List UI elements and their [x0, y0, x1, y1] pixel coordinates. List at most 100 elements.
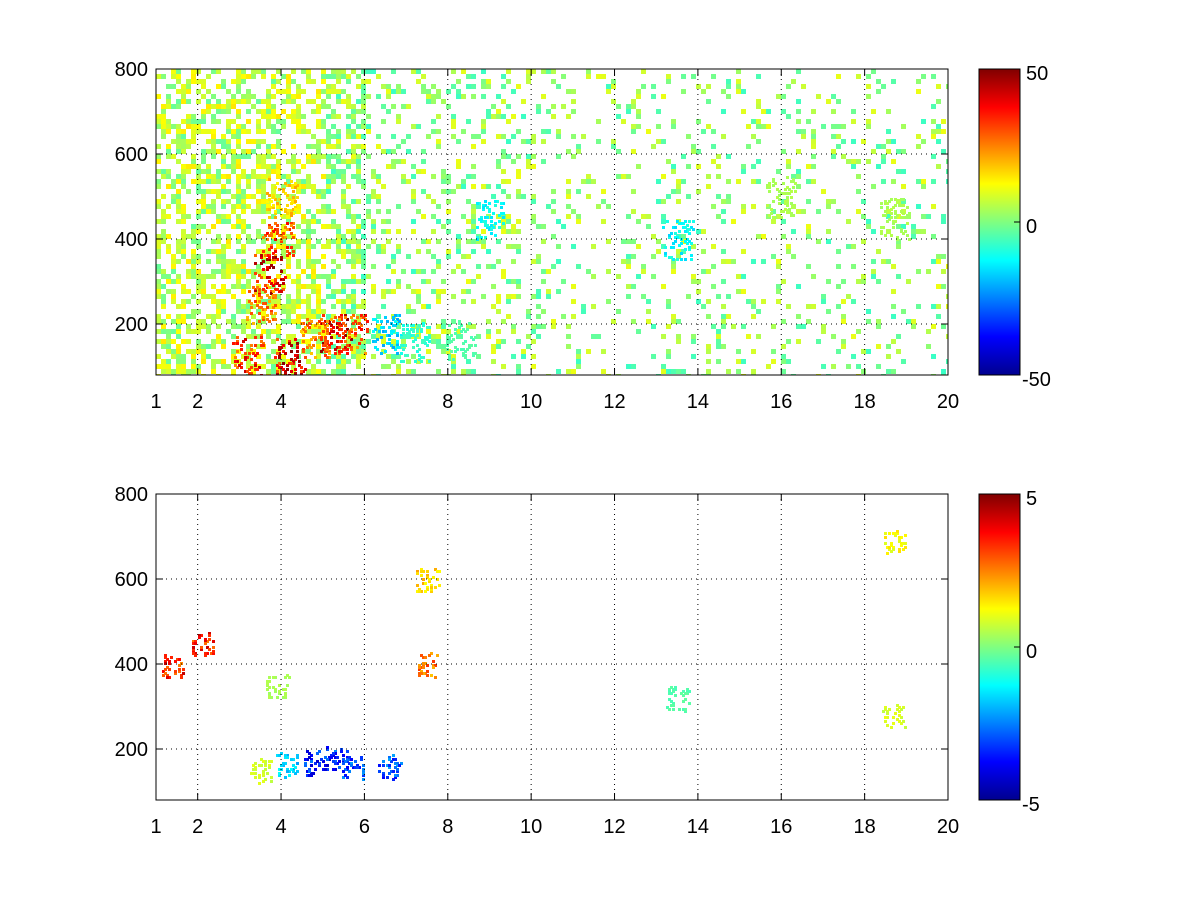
heatmap-cell	[226, 219, 231, 224]
heatmap-cell	[290, 232, 293, 235]
heatmap-cell	[284, 696, 287, 699]
heatmap-cell	[416, 590, 419, 593]
heatmap-cell	[531, 364, 536, 369]
heatmap-cell	[788, 192, 791, 195]
heatmap-cell	[786, 249, 791, 254]
heatmap-cell	[176, 349, 181, 354]
heatmap-cell	[361, 254, 366, 259]
heatmap-cell	[566, 214, 571, 219]
heatmap-cell	[326, 184, 331, 189]
heatmap-cell	[201, 359, 206, 364]
heatmap-cell	[371, 289, 376, 294]
heatmap-cell	[420, 356, 423, 359]
heatmap-cell	[161, 239, 166, 244]
heatmap-cell	[391, 159, 396, 164]
heatmap-cell	[221, 299, 226, 304]
heatmap-cell	[274, 288, 277, 291]
heatmap-cell	[336, 89, 341, 94]
heatmap-cell	[246, 109, 251, 114]
heatmap-cell	[341, 369, 346, 374]
heatmap-cell	[381, 304, 386, 309]
heatmap-cell	[426, 304, 431, 309]
heatmap-cell	[171, 69, 176, 74]
heatmap-cell	[406, 332, 409, 335]
heatmap-cell	[226, 234, 231, 239]
heatmap-cell	[280, 240, 283, 243]
heatmap-cell	[291, 299, 296, 304]
heatmap-cell	[366, 274, 371, 279]
heatmap-cell	[221, 219, 226, 224]
heatmap-cell	[606, 299, 611, 304]
heatmap-cell	[336, 264, 341, 269]
heatmap-cell	[226, 364, 231, 369]
heatmap-cell	[898, 720, 901, 723]
heatmap-cell	[236, 214, 241, 219]
heatmap-cell	[791, 229, 796, 234]
heatmap-cell	[291, 79, 296, 84]
heatmap-cell	[936, 304, 941, 309]
heatmap-cell	[488, 202, 491, 205]
heatmap-cell	[226, 189, 231, 194]
heatmap-cell	[216, 359, 221, 364]
heatmap-cell	[271, 129, 276, 134]
heatmap-cell	[414, 336, 417, 339]
heatmap-cell	[221, 134, 226, 139]
heatmap-cell	[276, 370, 279, 373]
bottom-colorbar-strip	[978, 493, 1021, 801]
heatmap-cell	[790, 190, 793, 193]
heatmap-cell	[262, 316, 265, 319]
heatmap-cell	[204, 638, 207, 641]
heatmap-cell	[156, 199, 161, 204]
heatmap-cell	[901, 359, 906, 364]
heatmap-cell	[311, 159, 316, 164]
heatmap-cell	[741, 164, 746, 169]
heatmap-cell	[181, 139, 186, 144]
heatmap-cell	[326, 348, 329, 351]
heatmap-cell	[236, 184, 241, 189]
heatmap-cell	[342, 758, 345, 761]
heatmap-cell	[350, 762, 353, 765]
heatmap-cell	[176, 139, 181, 144]
heatmap-cell	[281, 74, 286, 79]
heatmap-cell	[211, 149, 216, 154]
heatmap-cell	[656, 109, 661, 114]
heatmap-cell	[671, 314, 676, 319]
heatmap-cell	[246, 154, 251, 159]
heatmap-cell	[436, 94, 441, 99]
heatmap-cell	[886, 552, 889, 555]
heatmap-cell	[284, 372, 287, 375]
heatmap-cell	[246, 349, 251, 354]
heatmap-cell	[306, 369, 311, 374]
heatmap-cell	[276, 244, 281, 249]
heatmap-cell	[566, 369, 571, 374]
heatmap-cell	[411, 354, 416, 359]
heatmap-cell	[396, 84, 401, 89]
heatmap-cell	[310, 352, 313, 355]
heatmap-cell	[282, 762, 285, 765]
heatmap-cell	[631, 99, 636, 104]
heatmap-cell	[816, 339, 821, 344]
heatmap-cell	[246, 74, 251, 79]
heatmap-cell	[666, 220, 669, 223]
heatmap-cell	[356, 359, 361, 364]
heatmap-cell	[286, 299, 291, 304]
heatmap-cell	[351, 349, 356, 354]
heatmap-cell	[396, 369, 401, 374]
heatmap-cell	[186, 299, 191, 304]
heatmap-cell	[481, 239, 486, 244]
heatmap-cell	[436, 129, 441, 134]
heatmap-cell	[161, 329, 166, 334]
heatmap-cell	[346, 309, 351, 314]
top-axes-frame	[155, 68, 949, 376]
heatmap-cell	[496, 159, 501, 164]
heatmap-cell	[438, 584, 441, 587]
heatmap-cell	[221, 174, 226, 179]
heatmap-cell	[348, 762, 351, 765]
heatmap-cell	[306, 174, 311, 179]
heatmap-cell	[344, 774, 347, 777]
heatmap-cell	[401, 139, 406, 144]
heatmap-cell	[286, 212, 289, 215]
heatmap-cell	[791, 204, 796, 209]
heatmap-cell	[268, 226, 271, 229]
heatmap-cell	[420, 360, 423, 363]
